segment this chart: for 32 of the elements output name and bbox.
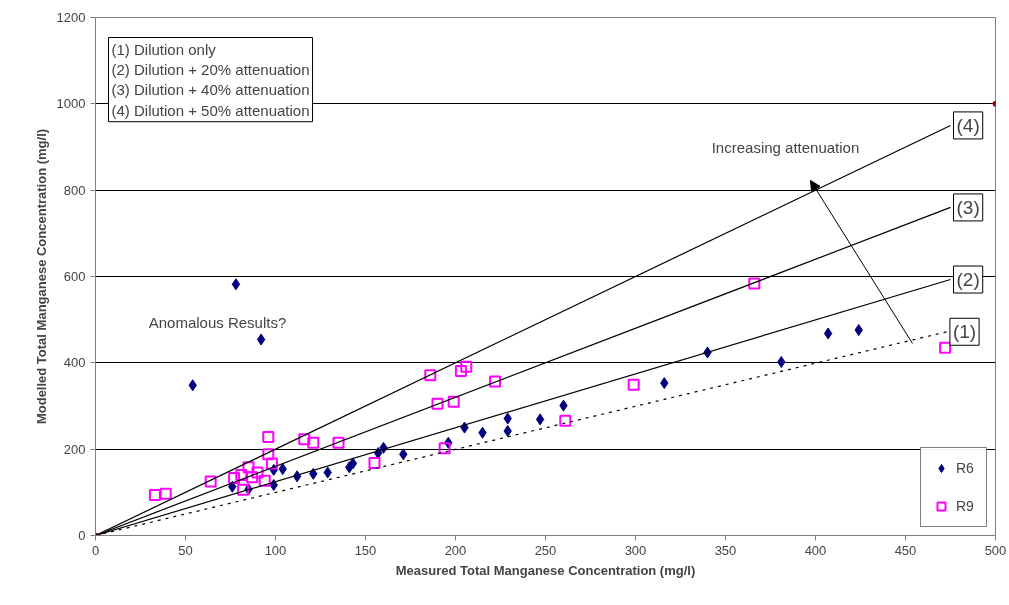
y-axis-title: Modelled Total Manganese Concentration (mg/l) [33,128,49,425]
annotation: (3) Dilution + 40% attenuation [111,81,310,99]
series-label: (2) [956,269,980,291]
x-axis-title: Measured Total Manganese Concentration (mg/l) [395,562,696,578]
series-label: (3) [956,196,980,218]
annotation: Increasing attenuation [711,139,860,156]
y-tick-label: 800 [63,182,86,198]
annotation: (2) Dilution + 20% attenuation [111,60,310,78]
x-tick-label: 250 [534,542,557,558]
y-tick-label: 0 [78,528,86,543]
legend-label: R9 [956,498,975,514]
legend-label: R6 [956,460,975,476]
x-tick-label: 500 [984,542,1007,558]
y-tick-label: 1200 [56,10,86,25]
x-tick-label: 0 [91,542,100,558]
annotation: (4) Dilution + 50% attenuation [111,101,310,119]
series-label: (1) [952,321,977,343]
x-tick-label: 50 [178,542,193,558]
x-tick-label: 200 [444,542,467,558]
annotation: (1) Dilution only [111,40,217,58]
x-tick-label: 300 [624,542,647,558]
y-tick-label: 200 [63,441,86,457]
y-tick-label: 600 [63,269,86,284]
x-tick-label: 150 [354,542,377,558]
x-tick-label: 350 [714,542,737,558]
annotation: Anomalous Results? [148,314,287,331]
series-label: (4) [956,114,980,136]
y-tick-label: 1000 [56,96,86,112]
x-tick-label: 450 [894,542,917,558]
x-tick-label: 100 [264,542,287,558]
x-tick-label: 400 [804,542,827,558]
y-tick-label: 400 [63,355,86,371]
